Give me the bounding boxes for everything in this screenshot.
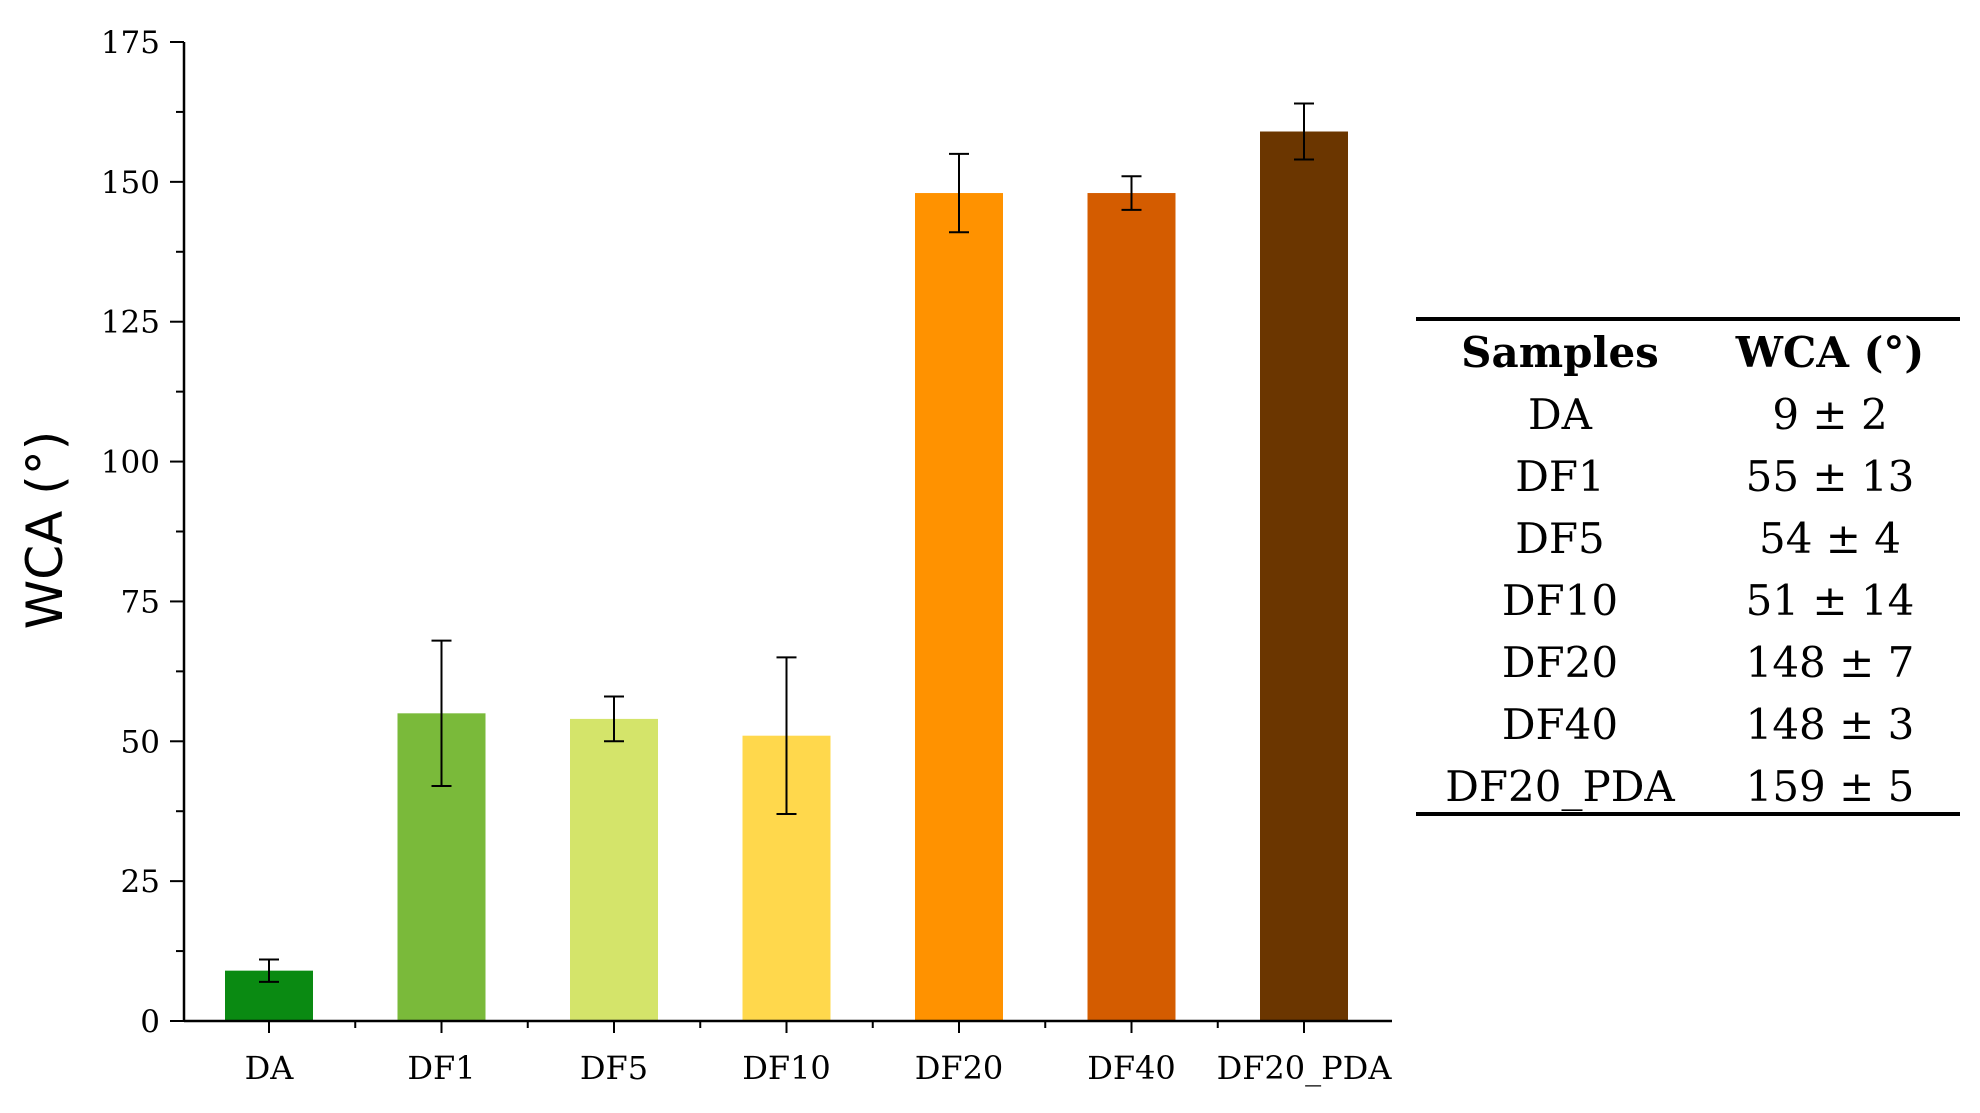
table-cell-sample: DA	[1528, 390, 1593, 439]
table-cell-wca: 148 ± 7	[1746, 638, 1915, 687]
error-bar-df1	[431, 639, 452, 788]
bar-df20	[915, 193, 1003, 1021]
table-cell-wca: 159 ± 5	[1746, 762, 1915, 811]
table-cell-sample: DF1	[1515, 452, 1605, 501]
y-tick-label-100: 100	[101, 445, 160, 481]
y-tick-label-125: 125	[101, 305, 160, 341]
error-bar-da	[259, 958, 279, 983]
error-bars-layer	[259, 102, 1314, 983]
bar-df20_pda	[1260, 131, 1348, 1022]
table-cell-sample: DF5	[1515, 514, 1605, 563]
table-cell-sample: DF40	[1502, 700, 1618, 749]
x-tick-label-df5: DF5	[580, 1049, 648, 1087]
table-cell-sample: DF20	[1502, 638, 1618, 687]
table-cell-wca: 54 ± 4	[1759, 514, 1901, 563]
x-tick-label-df1: DF1	[407, 1049, 475, 1087]
y-tick-label-0: 0	[140, 1004, 160, 1040]
y-axis-title: WCA (°)	[16, 431, 74, 629]
table-cell-sample: DF10	[1502, 576, 1618, 625]
y-tick-label-150: 150	[101, 165, 160, 201]
error-bar-df20_pda	[1294, 102, 1314, 161]
y-tick-label-25: 25	[121, 864, 160, 900]
y-tick-label-175: 175	[101, 25, 160, 61]
bar-df5	[570, 718, 658, 1021]
error-bar-df5	[604, 695, 624, 743]
table-header-wca: WCA (°)	[1735, 328, 1925, 377]
bar-df40	[1087, 193, 1176, 1021]
error-bar-df10	[776, 656, 797, 816]
table-cell-wca: 148 ± 3	[1746, 700, 1915, 749]
y-tick-label-50: 50	[121, 724, 160, 760]
table-cell-wca: 9 ± 2	[1772, 390, 1887, 439]
x-tick-label-df20_pda: DF20_PDA	[1217, 1049, 1393, 1087]
axes-layer	[170, 41, 1392, 1033]
table-cell-wca: 51 ± 14	[1746, 576, 1915, 625]
error-bar-df20	[949, 152, 969, 234]
table-cell-sample: DF20_PDA	[1445, 762, 1675, 811]
y-tick-label-75: 75	[121, 584, 160, 620]
x-tick-label-df20: DF20	[915, 1049, 1004, 1087]
bars-layer	[225, 131, 1348, 1022]
error-bar-df40	[1121, 175, 1142, 211]
labels-layer: DA DF1 DF5 DF10 DF20 DF40 DF20_PDA 0 25 50 75 100 12…	[101, 25, 1393, 1087]
x-tick-label-df10: DF10	[742, 1049, 831, 1087]
table-header-samples: Samples	[1461, 328, 1659, 377]
x-tick-label-df40: DF40	[1087, 1049, 1176, 1087]
results-table: Samples WCA (°) DA 9 ± 2 DF1 55 ± 13 DF5 54 ± 4…	[1416, 317, 1960, 816]
x-tick-label-da: DA	[245, 1049, 295, 1087]
table-cell-wca: 55 ± 13	[1746, 452, 1915, 501]
